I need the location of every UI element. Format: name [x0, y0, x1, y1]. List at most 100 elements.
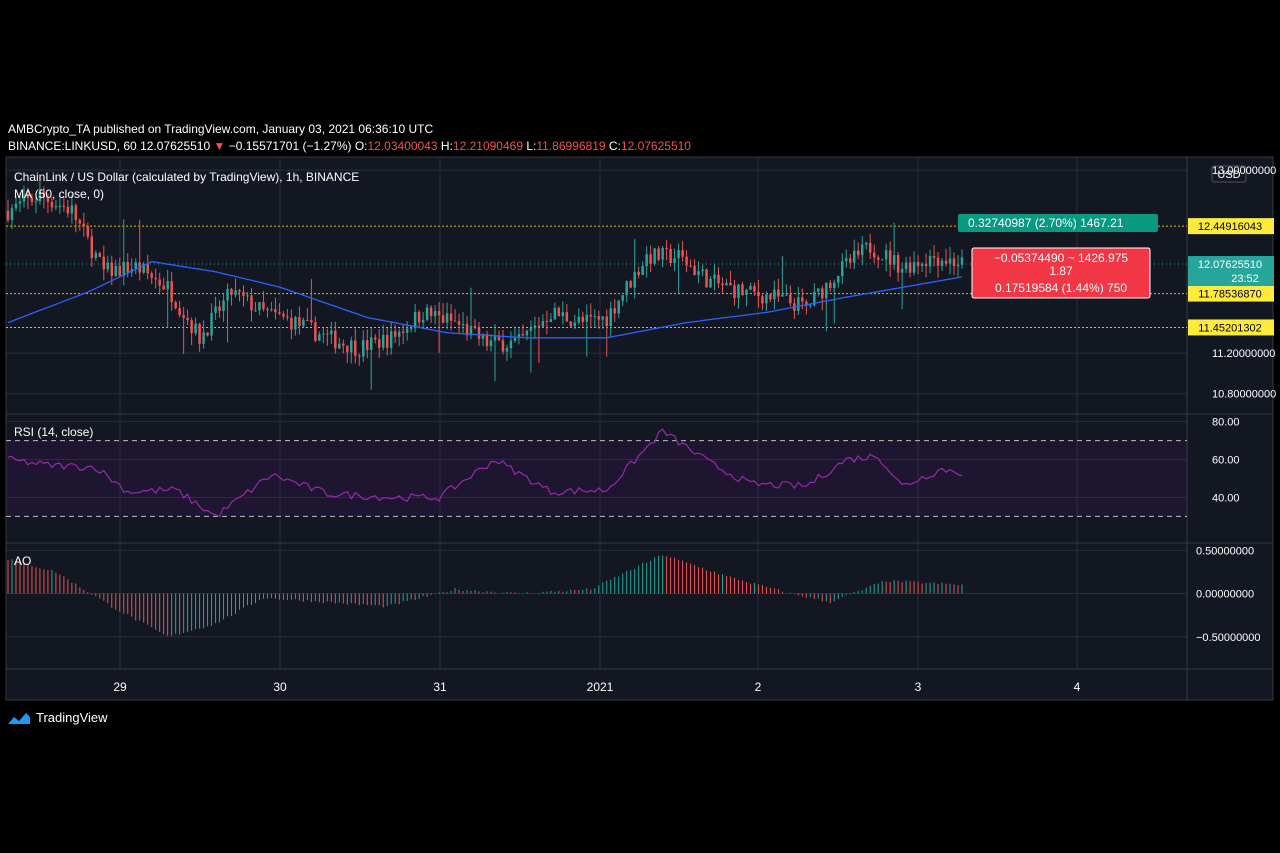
candle-body: [948, 258, 952, 264]
candle-body: [549, 319, 553, 323]
candle-body: [677, 250, 680, 259]
time-tick-label: 2021: [587, 680, 614, 694]
low-value: 11.86996819: [536, 139, 606, 153]
candle-body: [254, 310, 257, 312]
candle-body: [685, 256, 688, 266]
candle-body: [401, 331, 405, 333]
currency-label: USD: [1217, 169, 1240, 181]
candle-body: [274, 309, 277, 313]
candle-body: [625, 281, 628, 296]
candle-body: [617, 300, 620, 314]
candle-body: [150, 273, 153, 278]
candle-body: [665, 247, 668, 249]
change-value: −0.15571701 (−1.27%): [228, 139, 352, 153]
candle-body: [377, 339, 381, 348]
candle-body: [397, 331, 401, 337]
measure-bottom-box: [971, 247, 1151, 299]
candle-body: [162, 285, 165, 290]
candle-body: [230, 288, 233, 295]
candle-body: [82, 223, 86, 226]
ao-legend: AO: [14, 554, 31, 568]
candle-body: [485, 334, 489, 347]
candle-body: [737, 284, 740, 298]
time-tick-label: 3: [915, 680, 922, 694]
candle-body: [286, 316, 289, 318]
ao-axis[interactable]: 0.50000000 0.00000000 −0.50000000: [1196, 545, 1261, 643]
candle-body: [797, 297, 800, 311]
candle-body: [294, 317, 297, 330]
time-axis[interactable]: 29 30 31 2021 2 3 4: [113, 680, 1080, 694]
measure-bottom-text: 0.17519584 (1.44%) 750: [995, 281, 1127, 295]
candle-body: [174, 302, 177, 309]
candle-body: [373, 337, 377, 340]
candle-body: [469, 326, 473, 336]
level-label-box: [1188, 218, 1274, 235]
tradingview-logo[interactable]: TradingView: [6, 710, 108, 725]
candle-body: [258, 302, 261, 311]
candle-body: [501, 340, 505, 352]
tradingview-brand: TradingView: [36, 710, 108, 725]
candle-body: [154, 277, 157, 280]
candle-body: [904, 262, 908, 269]
candle-body: [310, 320, 313, 323]
candle-body: [513, 337, 517, 341]
rsi-tick-label: 80.00: [1212, 417, 1240, 429]
candle-body: [38, 191, 42, 202]
price-range-measure-tool[interactable]: 0.32740987 (2.70%) 1467.21 −0.05374490 ~…: [958, 214, 1158, 299]
candle-body: [769, 294, 772, 300]
high-label: H:: [440, 139, 453, 153]
price-axis[interactable]: 13.00000000 11.20000000 10.80000000: [1212, 165, 1276, 401]
candle-body: [270, 309, 273, 311]
candle-body: [457, 321, 461, 325]
symbol-label: BINANCE:LINKUSD, 60: [8, 139, 137, 153]
candle-body: [453, 320, 457, 322]
candle-body: [541, 320, 545, 327]
candle-body: [338, 343, 341, 349]
candle-body: [146, 264, 149, 274]
rsi-axis[interactable]: 80.00 60.00 40.00: [1212, 417, 1240, 505]
candle-body: [58, 205, 62, 207]
candle-body: [653, 248, 656, 264]
candle-body: [936, 257, 940, 266]
candle-body: [445, 313, 449, 323]
candle-body: [673, 258, 676, 263]
candle-body: [70, 205, 74, 214]
candle-body: [66, 206, 70, 214]
candle-body: [190, 320, 193, 334]
currency-box[interactable]: [1211, 165, 1247, 183]
candle-body: [749, 285, 752, 290]
candle-body: [166, 281, 169, 290]
candle-body: [585, 314, 589, 322]
candle-body: [302, 319, 305, 326]
candle-body: [557, 307, 561, 317]
candle-body: [781, 294, 784, 297]
candle-body: [433, 311, 437, 317]
ao-histogram: [7, 555, 963, 636]
candle-body: [242, 291, 245, 296]
candle-body: [186, 317, 189, 321]
grid-lines: [6, 157, 1187, 669]
candle-body: [561, 312, 565, 317]
candle-body: [134, 262, 137, 270]
candle-body: [908, 262, 912, 273]
candle-body: [785, 294, 788, 296]
candle-body: [765, 294, 768, 304]
candle-body: [517, 334, 521, 338]
candle-body: [952, 258, 956, 267]
candle-body: [278, 312, 281, 314]
ma-line: [7, 260, 963, 339]
candle-body: [605, 316, 608, 327]
candle-body: [34, 201, 38, 203]
candle-body: [880, 259, 884, 261]
candle-body: [417, 311, 421, 323]
publish-info: AMBCrypto_TA published on TradingView.co…: [8, 122, 433, 136]
candle-body: [94, 253, 98, 259]
candle-body: [114, 265, 118, 276]
candle-body: [900, 268, 904, 273]
candle-body: [841, 261, 844, 276]
candle-body: [441, 315, 445, 323]
candle-body: [809, 305, 812, 307]
candle-body: [493, 335, 497, 341]
high-value: 12.21090469: [452, 139, 523, 153]
